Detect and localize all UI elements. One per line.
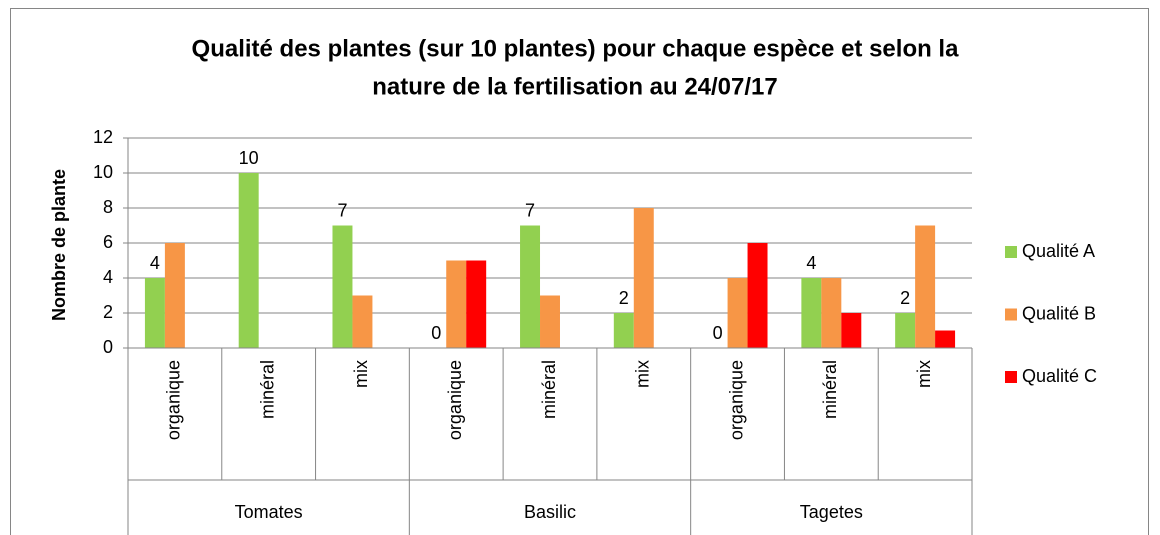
bar: [144, 278, 165, 348]
legend-swatch: [1005, 246, 1017, 258]
x-tick-label: minéral: [820, 360, 840, 419]
x-tick-label: mix: [914, 360, 934, 388]
y-axis-label: Nombre de plante: [49, 169, 69, 321]
group-label: Tagetes: [800, 502, 863, 522]
bar: [446, 260, 467, 348]
chart-title: nature de la fertilisation au 24/07/17: [372, 73, 778, 100]
y-tick-label: 2: [103, 302, 113, 322]
data-label: 10: [239, 148, 259, 168]
bar: [164, 243, 185, 348]
legend-label: Qualité A: [1022, 241, 1095, 261]
data-label: 4: [150, 253, 160, 273]
x-tick-label: organique: [164, 360, 184, 440]
x-tick-label: organique: [726, 360, 746, 440]
x-tick-label: organique: [445, 360, 465, 440]
bar: [332, 225, 353, 348]
bar: [895, 313, 916, 348]
bar: [747, 243, 768, 348]
legend-swatch: [1005, 371, 1017, 383]
data-label: 0: [431, 323, 441, 343]
x-tick-label: minéral: [539, 360, 559, 419]
x-tick-label: mix: [351, 360, 371, 388]
bar: [540, 295, 560, 348]
y-tick-label: 0: [103, 337, 113, 357]
legend-swatch: [1005, 308, 1017, 321]
bar: [801, 278, 822, 348]
bar: [520, 225, 541, 348]
chart-border: [10, 8, 1149, 535]
data-label: 2: [900, 288, 910, 308]
bar: [915, 225, 936, 348]
data-label: 2: [619, 288, 629, 308]
chart-title: Qualité des plantes (sur 10 plantes) pou…: [192, 35, 960, 62]
group-label: Tomates: [235, 502, 303, 522]
bar: [238, 173, 259, 348]
data-label: 4: [806, 253, 816, 273]
bar: [841, 313, 862, 348]
bar: [613, 313, 634, 348]
y-tick-label: 12: [93, 127, 113, 147]
bar: [352, 295, 373, 348]
bar: [727, 278, 748, 348]
data-label: 7: [337, 200, 347, 220]
bar: [935, 330, 956, 348]
y-tick-label: 4: [103, 267, 113, 287]
data-label: 0: [713, 323, 723, 343]
data-label: 7: [525, 200, 535, 220]
legend-label: Qualité C: [1022, 366, 1097, 386]
y-tick-label: 8: [103, 197, 113, 217]
group-label: Basilic: [524, 502, 576, 522]
y-tick-label: 10: [93, 162, 113, 182]
y-tick-label: 6: [103, 232, 113, 252]
x-tick-label: mix: [633, 360, 653, 388]
bar: [633, 208, 654, 348]
bar: [466, 260, 487, 348]
x-tick-label: minéral: [257, 360, 277, 419]
bar: [821, 278, 842, 348]
legend-label: Qualité B: [1022, 303, 1096, 323]
